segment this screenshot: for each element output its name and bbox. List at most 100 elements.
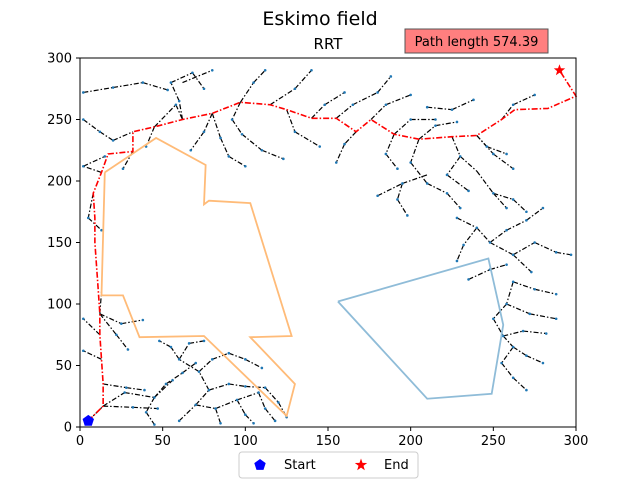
x-tick-label: 100 <box>233 434 258 449</box>
tree-node <box>174 103 178 107</box>
tree-edge <box>269 88 296 106</box>
tree-edge <box>112 131 134 141</box>
tree-node <box>511 280 515 284</box>
tree-node <box>120 322 123 325</box>
end-marker <box>553 64 566 76</box>
tree-node <box>396 198 399 201</box>
tree-node <box>131 406 135 409</box>
tree-edge <box>170 346 180 360</box>
tree-node <box>401 182 404 185</box>
x-tick-label: 50 <box>154 434 171 449</box>
tree-node <box>488 241 492 244</box>
legend-star <box>354 458 368 471</box>
tree-edge <box>245 358 263 369</box>
tree-node <box>554 292 558 296</box>
tree-node <box>219 422 222 425</box>
tree-edge <box>203 113 213 133</box>
tree-node <box>169 345 173 349</box>
tree-edge <box>239 82 255 103</box>
annotation-text: Path length 574.39 <box>415 35 539 50</box>
tree-node <box>86 216 90 220</box>
tree-edge <box>83 165 102 173</box>
tree-node <box>82 317 85 321</box>
tree-edge <box>198 358 213 373</box>
tree-edge <box>556 251 572 256</box>
tree-edge <box>526 355 544 364</box>
path-layer <box>87 69 578 422</box>
tree-node <box>177 358 181 361</box>
tree-edge <box>286 109 296 133</box>
tree-edge <box>502 335 514 348</box>
tree-node <box>525 219 528 222</box>
tree-node <box>244 413 247 417</box>
tree-node <box>505 228 508 232</box>
tree-edge <box>208 383 229 391</box>
tree-edge <box>245 385 266 389</box>
obstacles <box>100 136 505 418</box>
tree-node <box>164 382 168 386</box>
tree-node <box>263 407 267 410</box>
tree-node <box>141 318 145 322</box>
tree-edge <box>258 392 266 409</box>
tree-node <box>351 103 355 107</box>
y-tick-label: 100 <box>47 298 72 313</box>
tree-edge <box>178 100 184 120</box>
tree-edge <box>103 383 127 389</box>
tree-edge <box>352 91 378 106</box>
tree-node <box>505 152 508 156</box>
tree-edge <box>219 137 230 157</box>
tree-node <box>475 226 479 230</box>
tree-edge <box>83 86 114 94</box>
tree-node <box>450 108 454 111</box>
tree-node <box>376 91 379 94</box>
legend-pentagon <box>254 459 266 470</box>
tree-node <box>260 148 264 152</box>
tree-node <box>124 386 128 389</box>
tree-node <box>235 398 239 402</box>
tree-edge <box>145 397 155 413</box>
right-obstacle <box>337 257 505 400</box>
tree-edge <box>446 192 461 209</box>
annotation-box <box>404 28 549 54</box>
tree-node <box>343 142 346 146</box>
tree-node <box>244 358 247 361</box>
tree-edge <box>175 104 184 120</box>
tree-node <box>310 69 313 72</box>
tree-node <box>458 206 462 210</box>
tree-node <box>141 81 145 84</box>
tree-node <box>505 263 508 266</box>
tree-edge <box>198 371 210 391</box>
tree-edge <box>512 199 527 213</box>
tree-edge <box>512 241 535 256</box>
tree-edge <box>241 133 263 151</box>
tree-node <box>282 157 285 161</box>
tree-node <box>82 91 85 94</box>
tree-edge <box>99 313 122 325</box>
tree-edge <box>459 155 478 172</box>
tree-node <box>334 161 338 164</box>
tree-node <box>511 167 515 170</box>
tree-node <box>384 152 388 156</box>
tree-edge <box>534 241 557 253</box>
tree-edge <box>253 69 266 84</box>
tree-edge <box>385 94 411 106</box>
tree-edge <box>228 155 246 167</box>
x-tick-label: 250 <box>481 434 506 449</box>
tree-edge <box>396 199 408 216</box>
tree-edge <box>501 362 514 379</box>
tree-node <box>554 317 558 321</box>
tree-edge <box>195 404 216 410</box>
tree-edge <box>324 91 345 106</box>
tree-node <box>158 339 161 343</box>
y-tick-label: 50 <box>55 359 72 374</box>
tree-edge <box>446 174 469 192</box>
tree-node <box>144 410 148 414</box>
tree-node <box>533 93 536 97</box>
tree-edge <box>501 104 514 120</box>
tree-edge <box>264 387 279 403</box>
tree-node <box>227 382 231 386</box>
tree-edge <box>534 288 557 295</box>
tree-node <box>143 388 146 392</box>
tree-node <box>511 345 515 349</box>
tree-node <box>434 124 437 127</box>
